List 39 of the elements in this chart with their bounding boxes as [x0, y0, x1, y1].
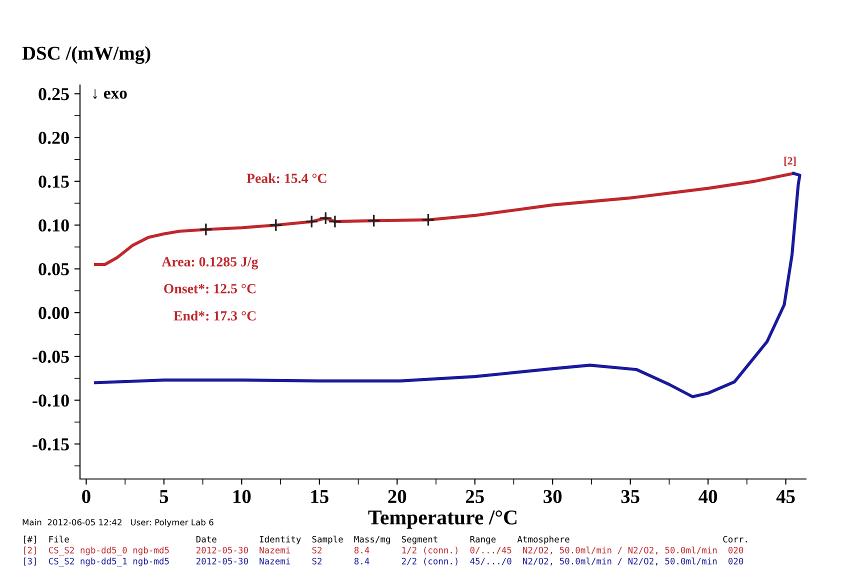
y-tick-label: -0.05 [32, 350, 69, 363]
point [318, 211, 332, 225]
line-series [94, 172, 802, 398]
x-tick-label: 35 [621, 490, 640, 504]
y-tick-label: 0.15 [38, 176, 69, 188]
point [199, 222, 213, 236]
text: [2] CS_S2 ngb-dd5_0 ngb-md5 2012-05-30 Nazemi S2 8.4 1/2 (conn.) 0/.../45 N2/O2, 50.0ml/min / N2/O2, 50.0ml/min 020 [24, 546, 744, 556]
x-tick-label: 0 [82, 490, 90, 504]
y-tick-label: -0.10 [32, 394, 69, 407]
y-tick-label: 0.25 [38, 88, 69, 100]
annotation: Onset*: 12.5 °C [164, 284, 256, 294]
point [328, 214, 342, 228]
annotation: Peak: 15.4 °C [246, 173, 326, 184]
text: [3] CS_S2 ngb-dd5_1 ngb-md5 2012-05-30 Nazemi S2 8.4 2/2 (conn.) 45/.../0 N2/O2, 50.0ml/min / N2/O2, 50.0ml/min 020 [24, 558, 744, 566]
point [304, 214, 318, 228]
point [422, 213, 435, 226]
y-tick-label: 0.20 [38, 132, 69, 144]
y-tick-label: 0.00 [38, 306, 69, 320]
x-tick-label: 25 [466, 490, 484, 504]
x-tick-label: 40 [698, 490, 718, 504]
x-tick-label: 20 [388, 490, 406, 504]
x-tick-label: 10 [234, 490, 251, 504]
x-tick-label: 30 [544, 490, 562, 504]
y-tick-label: -0.15 [32, 438, 69, 450]
point [367, 214, 380, 228]
annotation: [2] [784, 156, 796, 166]
x-axis-title: Temperature /°C [368, 510, 516, 529]
x-tick-label: 5 [160, 490, 168, 504]
y-tick-label: 0.05 [38, 263, 69, 276]
text: Main 2012-06-05 12:42 User: Polymer Lab 6 [22, 518, 214, 528]
point [269, 218, 283, 232]
text: [#] File Date Identity Sample Mass/mg Segment Range Atmosphere Corr. [24, 536, 747, 544]
annotation: Area: 0.1285 J/g [162, 257, 258, 270]
annotation: ↓ exo [93, 89, 127, 100]
x-tick-label: 45 [776, 490, 795, 504]
y-tick-label: 0.10 [38, 219, 69, 232]
x-tick-label: 15 [311, 490, 328, 504]
annotation: End*: 17.3 °C [174, 310, 256, 321]
y-axis-title: DSC /(mW/mg) [22, 46, 150, 64]
